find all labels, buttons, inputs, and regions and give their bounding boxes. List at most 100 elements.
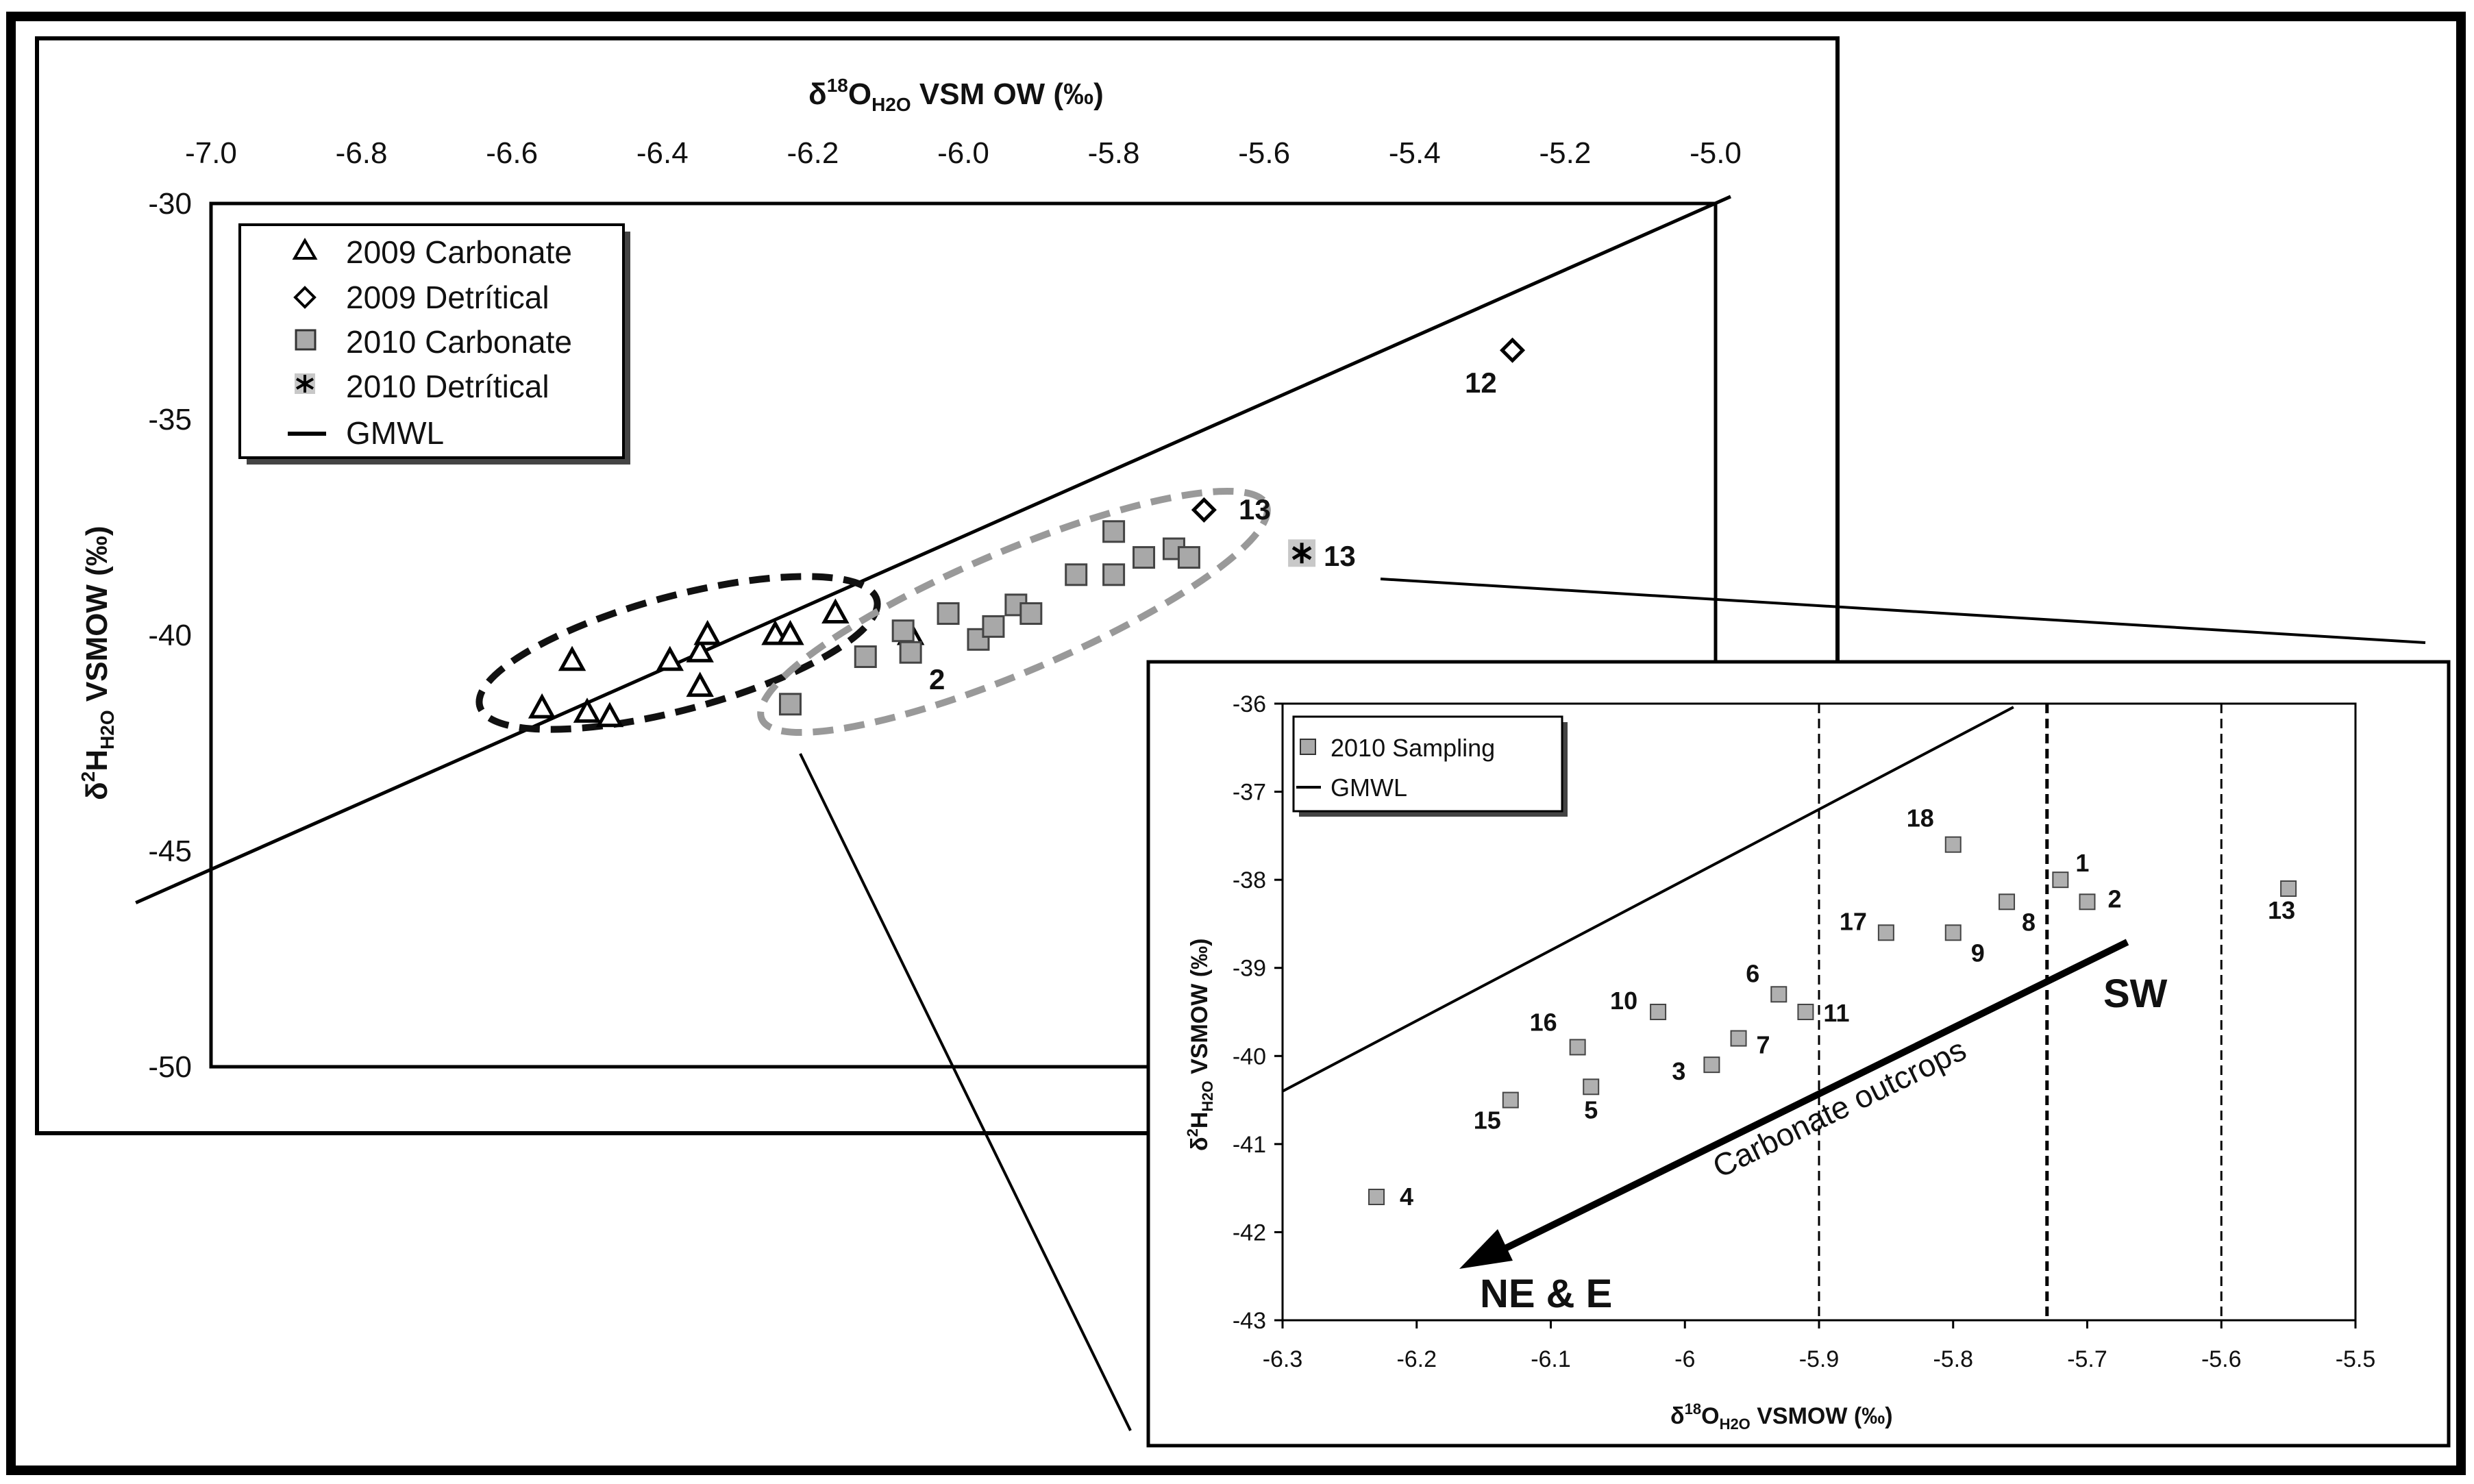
inset-point-5 [1583,1078,1600,1096]
point-2009-carbonate [558,645,586,671]
inset-point-16 [1569,1039,1586,1056]
point-2010-carbonate [1177,546,1200,569]
inset-x-tick-label: -5.9 [1799,1346,1840,1372]
x-tick-label: -5.2 [1539,136,1591,170]
point-2010-carbonate [937,602,960,625]
point-2009-carbonate [686,671,714,697]
inset-y-tick-label: -43 [1233,1308,1266,1334]
point-2010-carbonate [899,641,922,664]
inset-point-label-9: 9 [1971,939,1985,967]
point-2009-carbonate [656,645,684,671]
inset-point-17 [1877,924,1894,941]
inset-legend-label-sampling: 2010 Sampling [1331,734,1495,762]
y-tick-label: -50 [148,1050,192,1084]
inset-point-label-5: 5 [1584,1096,1598,1124]
inset-legend-square-icon [1300,739,1316,755]
annotation-sw: SW [2103,972,2168,1016]
inset-y-tick-label: -37 [1233,780,1266,806]
main-x-axis-label: δ18OH2O VSM OW (‰) [808,75,1104,115]
main-y-axis-label: δ2HH2O VSMOW (‰) [77,526,118,800]
inset-point-label-1: 1 [2075,849,2089,877]
x-tick-label: -6.6 [486,136,538,170]
point-2009-carbonate [595,702,624,728]
inset-y-tick-label: -42 [1233,1220,1266,1246]
point-2009-carbonate [776,619,804,645]
inset-point-label-3: 3 [1672,1057,1685,1085]
inset-y-tick-label: -38 [1233,867,1266,893]
trend-arrow-head-icon [1459,1229,1513,1269]
point-2010-carbonate [1133,546,1156,569]
point-label-13-2009: 13 [1239,493,1271,525]
x-tick-label: -7.0 [185,136,237,170]
y-tick-label: -35 [148,403,192,436]
inset-legend: 2010 Sampling GMWL [1292,715,1568,817]
inset-point-label-16: 16 [1530,1008,1557,1036]
carbonate-2009-outline [475,573,881,733]
inset-point-6 [1770,986,1788,1003]
inset-point-18 [1944,836,1962,853]
legend-asterisk-icon [295,373,315,394]
inset-point-9 [1944,924,1962,941]
inset-point-15 [1502,1091,1519,1109]
point-2010-carbonate [982,615,1005,638]
inset-point-11 [1797,1004,1814,1020]
inset-point-label-4: 4 [1400,1183,1413,1211]
inset-x-tick-label: -5.7 [2067,1346,2107,1372]
inset-x-tick-label: -5.5 [2336,1346,2376,1372]
inset-x-tick-label: -5.6 [2201,1346,2242,1372]
inset-vertical-reference-lines [1818,704,2223,1320]
inset-x-tick-label: -6 [1674,1346,1695,1372]
main-legend: 2009 Carbonate 2009 Detrítical 2010 Carb… [238,223,630,465]
x-tick-label: -6.8 [336,136,388,170]
inset-y-tick-label: -41 [1233,1132,1266,1158]
point-2010-detritical [1291,543,1312,564]
connector-line-lower [799,753,1132,1431]
inset-point-10 [1650,1004,1667,1020]
legend-square-icon [295,329,317,351]
inset-y-tick-label: -36 [1233,691,1266,717]
inset-x-tick-label: -6.1 [1531,1346,1571,1372]
trend-arrow [1495,939,2129,1256]
point-label-12: 12 [1465,367,1497,399]
connector-line-upper [1380,578,2426,644]
point-2010-carbonate [891,619,915,643]
main-gmwl-line [135,195,1731,904]
point-2009-carbonate [821,598,850,623]
point-label-13-2010: 13 [1324,540,1356,572]
inset-point-label-11: 11 [1823,999,1849,1027]
point-2009-detritical [1191,497,1217,523]
legend-label-2010-carbonate: 2010 Carbonate [346,324,572,360]
point-2009-carbonate [693,619,721,645]
point-2010-carbonate [1065,563,1088,586]
x-tick-label: -5.8 [1088,136,1140,170]
point-2009-carbonate [528,693,556,719]
annotation-ne-e: NE & E [1480,1272,1612,1316]
legend-label-gmwl: GMWL [346,415,444,451]
x-tick-label: -6.4 [636,136,689,170]
y-tick-label: -30 [148,187,192,221]
point-label-2: 2 [929,663,945,695]
x-tick-label: -6.2 [787,136,839,170]
inset-data-points: 12 3 4 5 6 7 8 9 10 11 13 15 16 17 18 [1368,804,2297,1211]
inset-x-tick-label: -6.2 [1396,1346,1437,1372]
point-2009-carbonate [573,697,602,723]
legend-label-2009-detritical: 2009 Detrítical [346,280,549,315]
legend-triangle-icon [292,237,318,260]
inset-point-label-8: 8 [2022,908,2036,936]
inset-point-label-15: 15 [1474,1106,1501,1135]
point-2010-carbonate [778,693,802,716]
inset-y-axis-label: δ2HH2O VSMOW (‰) [1184,939,1216,1151]
main-plot-area [209,201,1718,1069]
inset-point-label-13: 13 [2268,896,2295,924]
point-2010-carbonate [1102,563,1126,586]
inset-point-label-18: 18 [1907,804,1934,832]
inset-point-3 [1703,1056,1720,1074]
main-y-tick-labels: -30 -35 -40 -45 -50 [148,187,192,1084]
inset-point-13 [2280,880,2297,897]
legend-label-2010-detritical: 2010 Detrítical [346,369,549,404]
inset-point-label-7: 7 [1757,1031,1770,1059]
inset-point-label-17: 17 [1840,907,1867,935]
point-2009-detritical [1500,337,1526,363]
inset-y-tick-label: -39 [1233,956,1266,982]
point-2010-carbonate [1102,520,1126,543]
